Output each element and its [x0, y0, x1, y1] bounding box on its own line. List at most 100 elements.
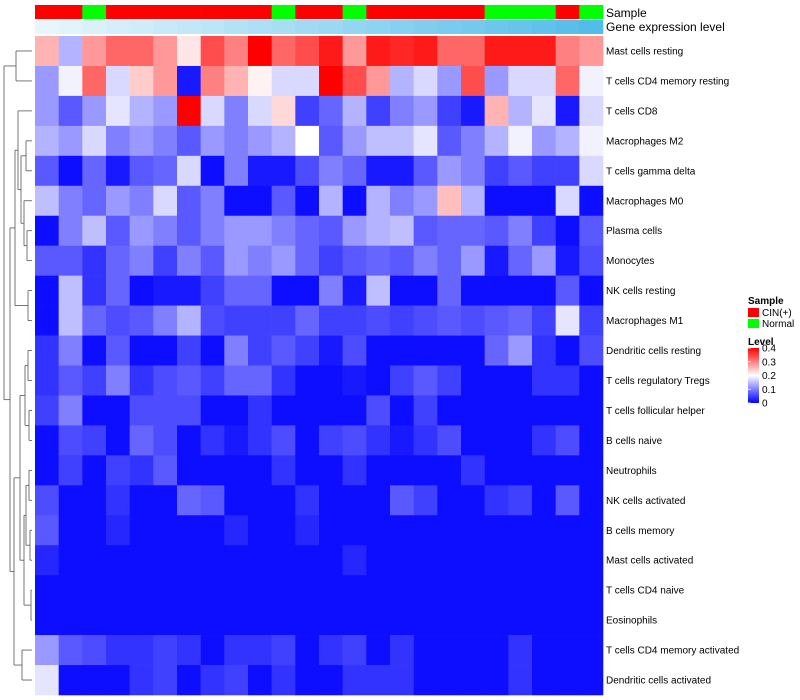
heatmap-cell — [58, 155, 83, 187]
heatmap-cell — [35, 545, 59, 576]
expression-annotation-cell — [35, 20, 59, 34]
heatmap-cell — [484, 125, 509, 157]
heatmap-cell — [295, 605, 320, 636]
heatmap-cell — [555, 665, 580, 696]
heatmap-cell — [366, 485, 391, 516]
heatmap-cell — [224, 605, 249, 636]
heatmap-cell — [508, 155, 533, 187]
heatmap-cell — [532, 545, 556, 576]
heatmap-cell — [461, 275, 485, 306]
heatmap-cell — [319, 425, 343, 456]
heatmap-cell — [177, 65, 201, 97]
sample-annotation-cell — [129, 5, 154, 19]
expression-annotation-cell — [484, 20, 509, 34]
heatmap-cell — [248, 185, 272, 217]
row-label: T cells regulatory Tregs — [606, 376, 710, 387]
heatmap-cell — [129, 215, 154, 246]
heatmap-cell — [555, 635, 580, 666]
heatmap-cell — [177, 665, 201, 696]
heatmap-cell — [177, 275, 201, 306]
heatmap-cell — [248, 605, 272, 636]
heatmap-cell — [106, 36, 130, 67]
heatmap-cell — [295, 635, 320, 666]
heatmap-cell — [579, 275, 604, 306]
heatmap-cell — [58, 275, 83, 306]
heatmap-cell — [508, 575, 533, 606]
heatmap-cell — [35, 425, 59, 456]
heatmap-cell — [295, 95, 320, 127]
expression-annotation-cell — [319, 20, 343, 34]
heatmap-cell — [271, 215, 296, 246]
heatmap-cell — [129, 245, 154, 276]
heatmap-cell — [82, 365, 107, 396]
heatmap-cell — [129, 425, 154, 456]
expression-annotation-cell — [390, 20, 414, 34]
heatmap-cell — [295, 215, 320, 246]
legend-colorbar — [748, 348, 759, 403]
heatmap-cell — [248, 365, 272, 396]
heatmap-cell — [579, 425, 604, 456]
heatmap-cell — [82, 185, 107, 217]
heatmap-cell — [555, 36, 580, 67]
heatmap-cell — [248, 95, 272, 127]
heatmap-cell — [82, 575, 107, 606]
heatmap-cell — [153, 635, 178, 666]
heatmap-cell — [413, 605, 438, 636]
heatmap-cell — [106, 65, 130, 97]
heatmap-cell — [390, 365, 414, 396]
heatmap-cell — [200, 365, 225, 396]
heatmap-cell — [177, 635, 201, 666]
heatmap-cell — [177, 425, 201, 456]
heatmap-cell — [484, 635, 509, 666]
heatmap-cell — [461, 665, 485, 696]
row-label: Plasma cells — [606, 226, 662, 237]
heatmap-cell — [271, 395, 296, 426]
heatmap-cell — [129, 455, 154, 486]
heatmap-cell — [342, 245, 367, 276]
heatmap-cell — [319, 335, 343, 366]
heatmap-cell — [224, 365, 249, 396]
heatmap-cell — [508, 515, 533, 546]
heatmap-cell — [248, 275, 272, 306]
heatmap-cell — [555, 575, 580, 606]
heatmap-cell — [58, 395, 83, 426]
heatmap-cell — [461, 515, 485, 546]
heatmap-cell — [413, 545, 438, 576]
heatmap-cell — [106, 545, 130, 576]
heatmap-cell — [532, 635, 556, 666]
heatmap-cell — [82, 155, 107, 187]
heatmap-cell — [366, 245, 391, 276]
heatmap-cell — [271, 185, 296, 217]
heatmap-cell — [35, 36, 59, 67]
heatmap-cell — [508, 95, 533, 127]
heatmap-cell — [271, 605, 296, 636]
heatmap-cell — [579, 215, 604, 246]
heatmap-cell — [153, 275, 178, 306]
heatmap-cell — [390, 515, 414, 546]
heatmap-cell — [58, 245, 83, 276]
sample-annotation-bar — [35, 5, 604, 19]
heatmap-cell — [58, 485, 83, 516]
heatmap-cell — [295, 665, 320, 696]
heatmap-cell — [484, 335, 509, 366]
sample-annotation-cell — [295, 5, 320, 19]
heatmap-cell — [437, 275, 462, 306]
heatmap-cell — [295, 485, 320, 516]
heatmap-cell — [532, 425, 556, 456]
heatmap-cell — [224, 485, 249, 516]
heatmap-cell — [413, 485, 438, 516]
sample-annotation-cell — [342, 5, 367, 19]
sample-annotation-cell — [106, 5, 130, 19]
heatmap-cell — [579, 95, 604, 127]
heatmap-cell — [532, 65, 556, 97]
heatmap-cell — [579, 305, 604, 336]
heatmap-cell — [461, 125, 485, 157]
heatmap-cell — [555, 65, 580, 97]
heatmap-cell — [579, 455, 604, 486]
annotation-label-sample: Sample — [606, 6, 647, 20]
heatmap-cell — [366, 425, 391, 456]
heatmap-cell — [508, 245, 533, 276]
legend-label-normal: Normal — [762, 319, 794, 330]
heatmap-cell — [579, 335, 604, 366]
